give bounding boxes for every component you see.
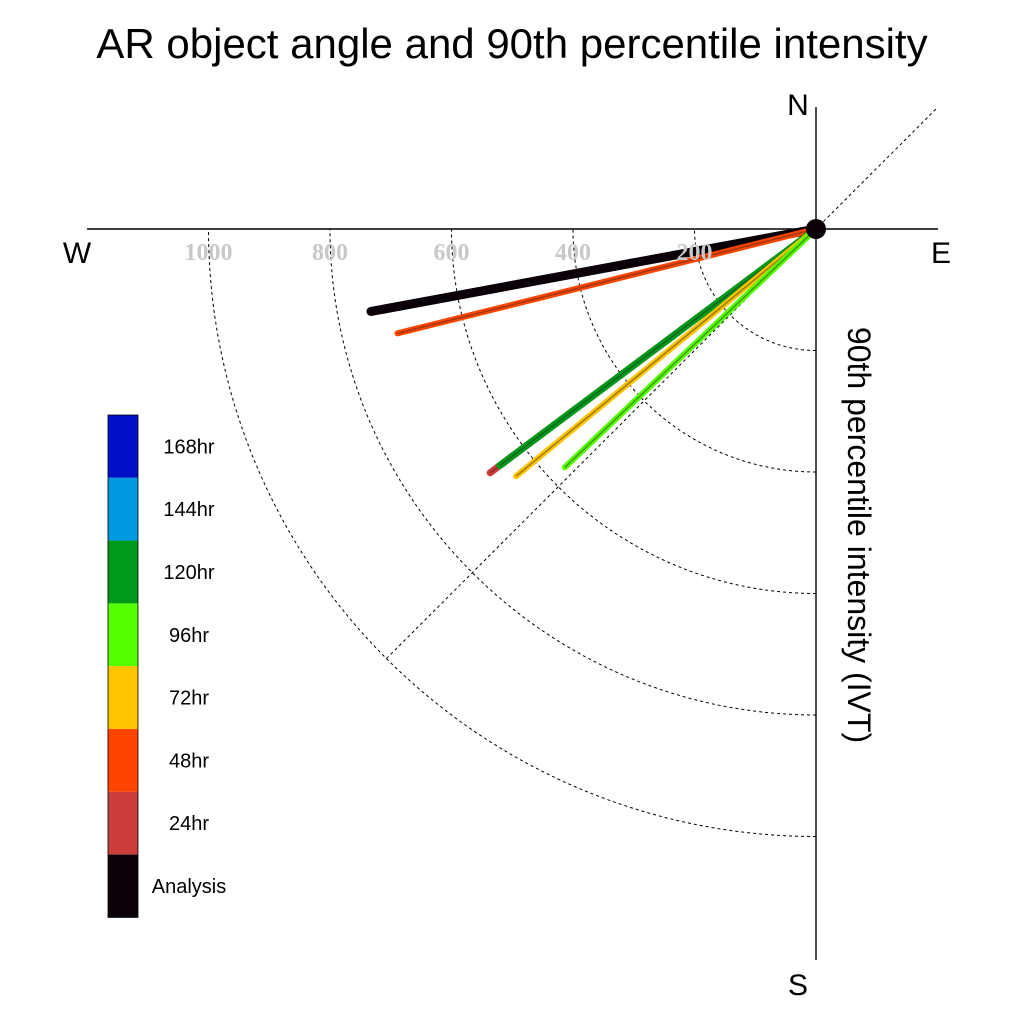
chart-title: AR object angle and 90th percentile inte… (96, 20, 927, 67)
grid (208, 106, 939, 837)
grid-arc-800 (329, 228, 817, 716)
tick-label-600: 600 (434, 240, 470, 266)
series-line-core-48hr (397, 228, 817, 335)
y-axis-label: 90th percentile intensity (IVT) (841, 327, 877, 743)
grid-arc-1000 (208, 228, 817, 837)
legend-label-Analysis: Analysis (152, 876, 226, 898)
legend-swatch-24hr (108, 791, 138, 855)
legend-swatch-144hr (108, 477, 138, 541)
compass-west: W (63, 237, 92, 270)
series-line-outer-48hr (394, 226, 819, 337)
series-line-outer-120hr (496, 225, 820, 470)
series-line-Analysis (366, 224, 821, 316)
legend-label-72hr: 72hr (169, 688, 209, 710)
grid-arc-600 (451, 228, 817, 594)
series-line-outer-96hr (561, 226, 819, 471)
legend-swatch-48hr (108, 729, 138, 792)
series-line-core-72hr (515, 228, 817, 477)
tick-label-400: 400 (555, 240, 591, 266)
series-line-core-96hr (564, 228, 817, 468)
legend-label-48hr: 48hr (169, 750, 209, 772)
series-line-outer-72hr (512, 226, 819, 480)
grid-arc-400 (572, 228, 817, 473)
series-line-core-120hr (499, 228, 817, 467)
legend-swatch-120hr (108, 540, 138, 604)
legend-label-96hr: 96hr (169, 625, 209, 647)
legend: 168hr 144hr 120hr 96hr 72hr 48hr 24hr Analysis (107, 414, 226, 918)
legend-swatch-96hr (108, 603, 138, 667)
legend-label-144hr: 144hr (163, 499, 214, 521)
legend-swatch-Analysis (108, 854, 138, 918)
legend-label-120hr: 120hr (163, 562, 214, 584)
tick-label-800: 800 (312, 240, 348, 266)
grid-diagonal (386, 106, 939, 659)
compass-north: N (787, 89, 809, 122)
tick-label-200: 200 (677, 240, 713, 266)
legend-swatch-72hr (108, 666, 138, 729)
legend-swatch-168hr (108, 415, 138, 478)
legend-frame (107, 414, 139, 918)
compass-south: S (788, 969, 808, 1002)
compass-east: E (931, 237, 951, 270)
tick-label-1000: 1000 (185, 240, 233, 266)
radial-tick-labels: 200 400 600 800 1000 (185, 240, 713, 266)
origin-dot (806, 219, 826, 239)
legend-label-24hr: 24hr (169, 813, 209, 835)
series-marks (366, 219, 826, 480)
legend-label-168hr: 168hr (163, 436, 214, 458)
